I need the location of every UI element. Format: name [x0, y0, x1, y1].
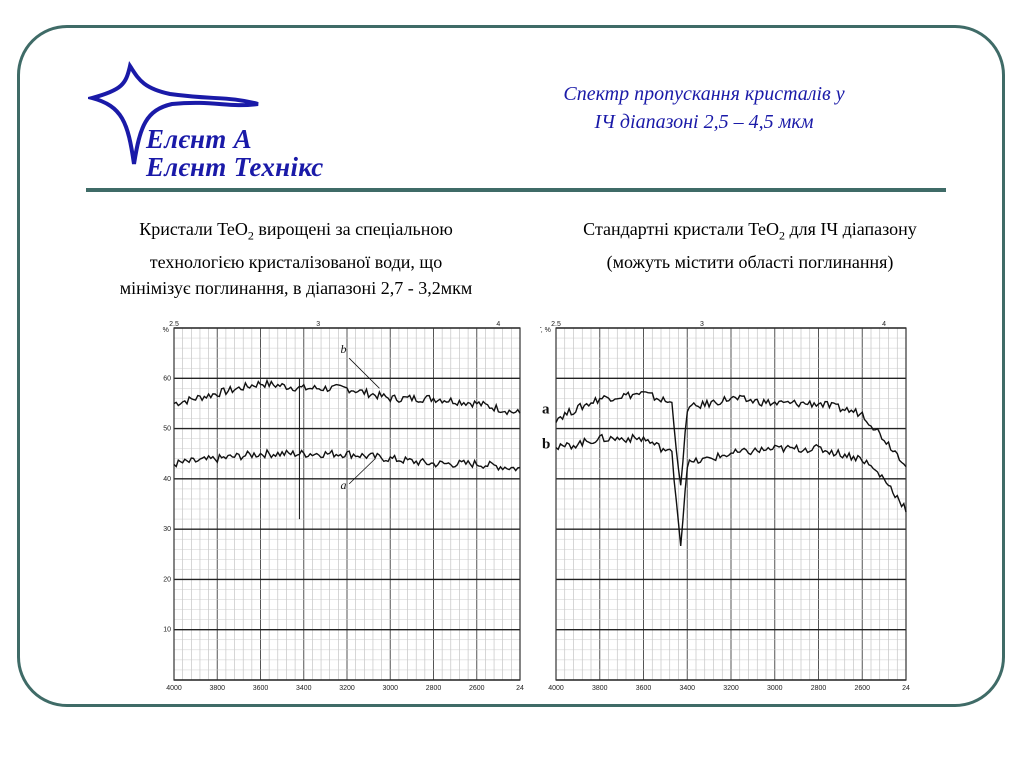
series-label-a: a — [542, 401, 550, 417]
x-tick-label: 2800 — [426, 685, 442, 692]
top-tick-label: 4 — [882, 321, 886, 328]
left-ir-spectrum-chart: 4000 3800 3600 3400 3200 3000 2800 2600 24 2.5 3 4 T… — [160, 321, 524, 692]
y-tick-label: 10 — [163, 627, 171, 634]
plot-frame — [555, 327, 907, 681]
plot-frame — [173, 327, 521, 681]
x-tick-label: 2800 — [811, 685, 827, 692]
top-tick-label: 3 — [700, 321, 704, 328]
x-tick-label: 3600 — [253, 685, 269, 692]
x-tick-label: 2600 — [854, 685, 870, 692]
left-caption-line1: Кристали TeO2 вирощені за спеціальною — [139, 219, 453, 243]
y-axis-label: T, % — [540, 327, 551, 334]
y-tick-label: 60 — [163, 375, 171, 382]
right-caption-line2: (можуть містити області поглинання) — [606, 251, 894, 272]
x-tick-label: 24 — [902, 685, 910, 692]
left-caption-line2: технологією кристалізованої води, що — [149, 251, 443, 272]
top-tick-label: 2.5 — [551, 321, 561, 328]
header-divider — [86, 188, 946, 192]
left-caption-line3: мінімізує поглинання, в діапазоні 2,7 - … — [119, 277, 473, 298]
series-label-a: a — [341, 478, 347, 492]
x-tick-label: 3800 — [592, 685, 608, 692]
x-tick-label: 3200 — [339, 685, 355, 692]
top-tick-label: 4 — [496, 321, 500, 328]
series-label-b: b — [341, 342, 347, 356]
slide-frame — [17, 25, 1005, 707]
title-line2: ІЧ діапазоні 2,5 – 4,5 мкм — [594, 111, 814, 133]
y-axis-label: T, % — [160, 327, 169, 334]
star-logo-icon — [88, 60, 259, 165]
title-line1: Спектр пропускання кристалів у — [563, 83, 845, 105]
x-tick-label: 3200 — [723, 685, 739, 692]
right-caption-line1: Стандартні кристали TeO2 для ІЧ діапазон… — [583, 219, 917, 243]
left-caption: Кристали TeO2 вирощені за спеціальною те… — [66, 216, 526, 301]
brand-name-line1: Елєнт А — [146, 124, 252, 154]
brand-name-line2: Елєнт Технікс — [146, 152, 324, 182]
top-tick-label: 3 — [316, 321, 320, 328]
x-tick-label: 3000 — [767, 685, 783, 692]
x-tick-label: 24 — [516, 685, 524, 692]
series-line-b — [173, 378, 521, 416]
y-tick-label: 40 — [163, 476, 171, 483]
y-tick-label: 30 — [163, 526, 171, 533]
x-tick-label: 2600 — [469, 685, 485, 692]
right-ir-spectrum-chart: 4000 3800 3600 3400 3200 3000 2800 2600 24 2.5 3 4 T… — [540, 321, 910, 692]
series-label-b-pointer — [348, 357, 380, 389]
series-label-a-pointer — [348, 458, 376, 485]
x-tick-label: 3400 — [296, 685, 312, 692]
slide-title: Спектр пропускання кристалів у ІЧ діапаз… — [500, 80, 908, 136]
top-tick-label: 2.5 — [169, 321, 179, 328]
x-tick-label: 3800 — [209, 685, 225, 692]
right-caption: Стандартні кристали TeO2 для ІЧ діапазон… — [530, 216, 970, 275]
x-tick-label: 3600 — [636, 685, 652, 692]
y-tick-label: 20 — [163, 576, 171, 583]
series-line-a — [173, 448, 521, 472]
x-tick-label: 4000 — [166, 685, 182, 692]
y-tick-label: 50 — [163, 426, 171, 433]
series-line-b — [555, 433, 907, 546]
series-label-b: b — [542, 437, 550, 453]
x-tick-label: 4000 — [548, 685, 564, 692]
series-line-a — [555, 390, 907, 486]
x-tick-label: 3400 — [679, 685, 695, 692]
x-tick-label: 3000 — [382, 685, 398, 692]
